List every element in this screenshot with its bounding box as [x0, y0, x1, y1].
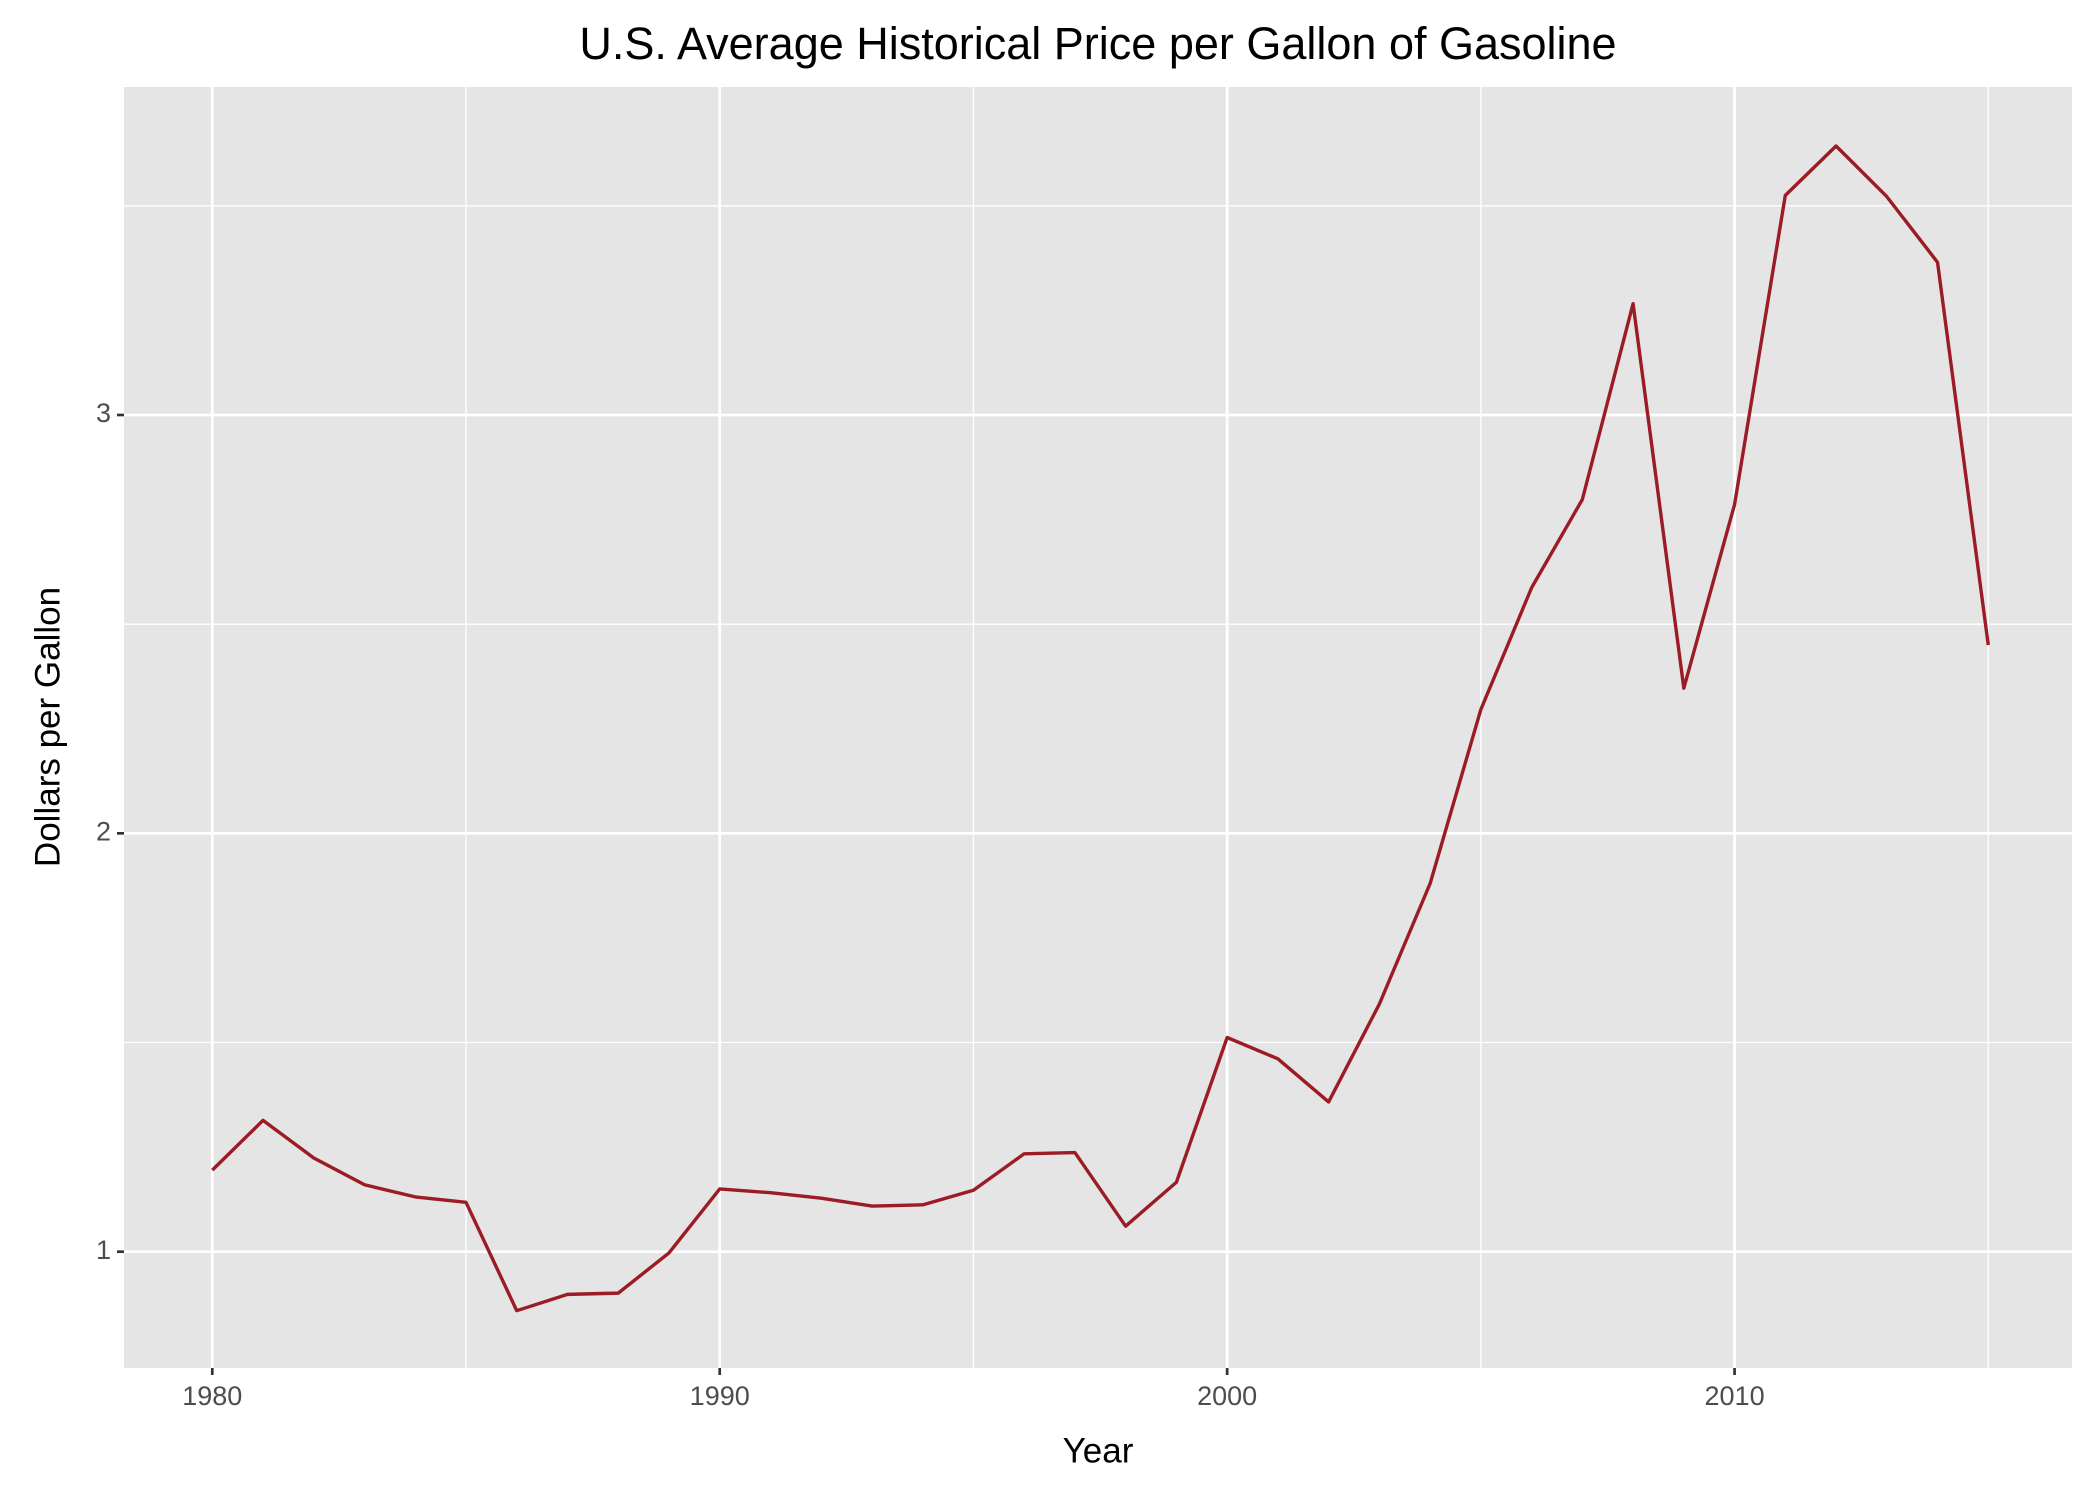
line: [211, 144, 1990, 1313]
y-tick-label: 1: [96, 1235, 111, 1265]
x-axis-label: Year: [1063, 1431, 1134, 1470]
x-tick-label: 1990: [690, 1381, 750, 1411]
y-axis-label: Dollars per Gallon: [28, 587, 67, 867]
panel: [124, 87, 2072, 1368]
x-tick-label: 2010: [1705, 1381, 1765, 1411]
y-tick-label: 2: [96, 816, 111, 846]
chart-title: U.S. Average Historical Price per Gallon…: [579, 18, 1616, 69]
x-tick-label: 2000: [1197, 1381, 1257, 1411]
y-tick-label: 3: [96, 398, 111, 428]
x-tick-label: 1980: [182, 1381, 242, 1411]
